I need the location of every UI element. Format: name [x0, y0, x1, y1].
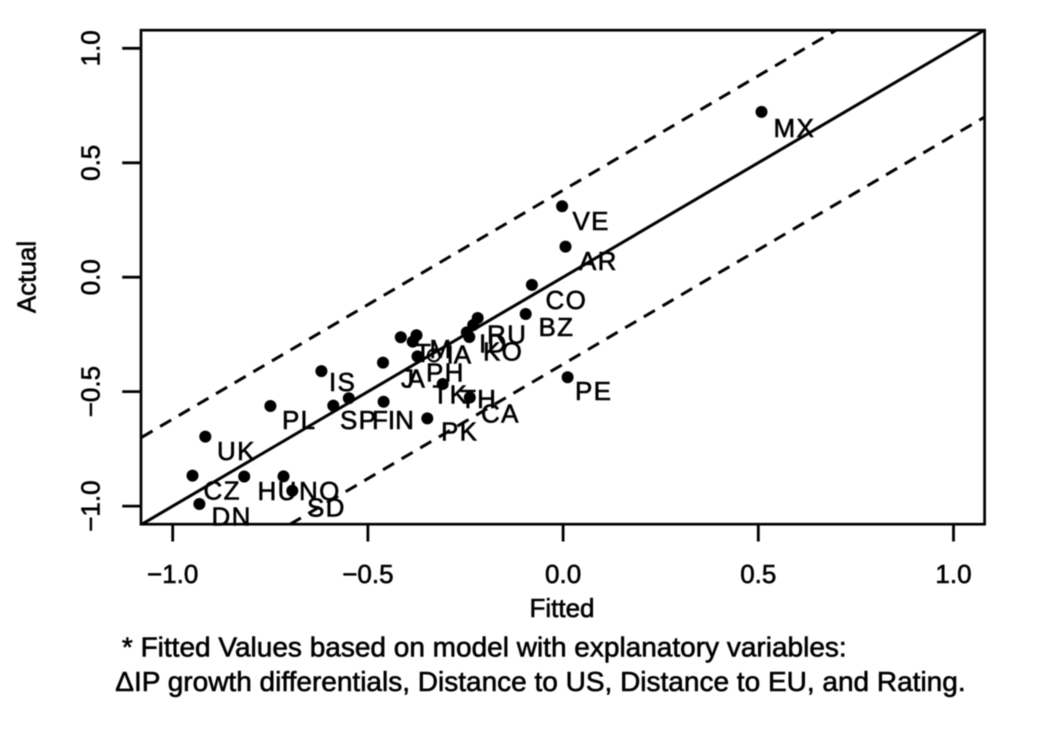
svg-text:TK: TK	[433, 380, 469, 410]
svg-text:BZ: BZ	[539, 312, 575, 342]
svg-text:PE: PE	[575, 376, 612, 406]
svg-text:* Fitted Values based on model: * Fitted Values based on model with expl…	[122, 632, 847, 663]
svg-text:KO: KO	[483, 337, 523, 367]
svg-text:J: J	[401, 364, 414, 394]
svg-text:0.5: 0.5	[76, 145, 106, 181]
svg-text:0.5: 0.5	[740, 559, 776, 589]
svg-text:PH: PH	[426, 358, 465, 388]
svg-text:SD: SD	[307, 493, 346, 523]
svg-text:MX: MX	[774, 113, 816, 143]
svg-text:CZ: CZ	[204, 476, 241, 506]
svg-text:NO: NO	[299, 476, 341, 506]
svg-text:RU: RU	[487, 320, 527, 350]
svg-text:A: A	[408, 364, 426, 394]
svg-text:ΔIP growth differentials, Dist: ΔIP growth differentials, Distance to US…	[115, 666, 965, 697]
svg-text:SP: SP	[340, 405, 377, 435]
svg-text:TH: TH	[460, 384, 497, 414]
svg-text:−0.5: −0.5	[342, 559, 393, 589]
svg-text:CA: CA	[481, 399, 520, 429]
svg-text:DN: DN	[212, 502, 252, 532]
svg-text:IS: IS	[329, 367, 356, 397]
svg-text:IA: IA	[447, 340, 472, 370]
svg-text:FIN: FIN	[372, 405, 414, 435]
svg-text:−1.0: −1.0	[76, 480, 106, 531]
svg-text:T: T	[415, 338, 431, 368]
svg-text:CO: CO	[546, 285, 588, 315]
svg-text:Actual: Actual	[12, 241, 42, 313]
svg-text:−1.0: −1.0	[147, 559, 198, 589]
svg-text:HU: HU	[258, 476, 298, 506]
svg-text:VE: VE	[573, 206, 610, 236]
svg-text:AR: AR	[579, 246, 618, 276]
svg-text:PL: PL	[282, 405, 316, 435]
svg-text:PK: PK	[441, 416, 478, 446]
svg-text:1.0: 1.0	[935, 559, 971, 589]
svg-text:−0.5: −0.5	[76, 366, 106, 417]
svg-text:0.0: 0.0	[545, 559, 581, 589]
svg-text:Fitted: Fitted	[529, 593, 594, 623]
svg-text:M: M	[430, 334, 452, 364]
svg-text:0.0: 0.0	[76, 259, 106, 295]
svg-text:ID: ID	[479, 329, 508, 359]
svg-text:UK: UK	[217, 436, 256, 466]
svg-text:1.0: 1.0	[76, 30, 106, 66]
